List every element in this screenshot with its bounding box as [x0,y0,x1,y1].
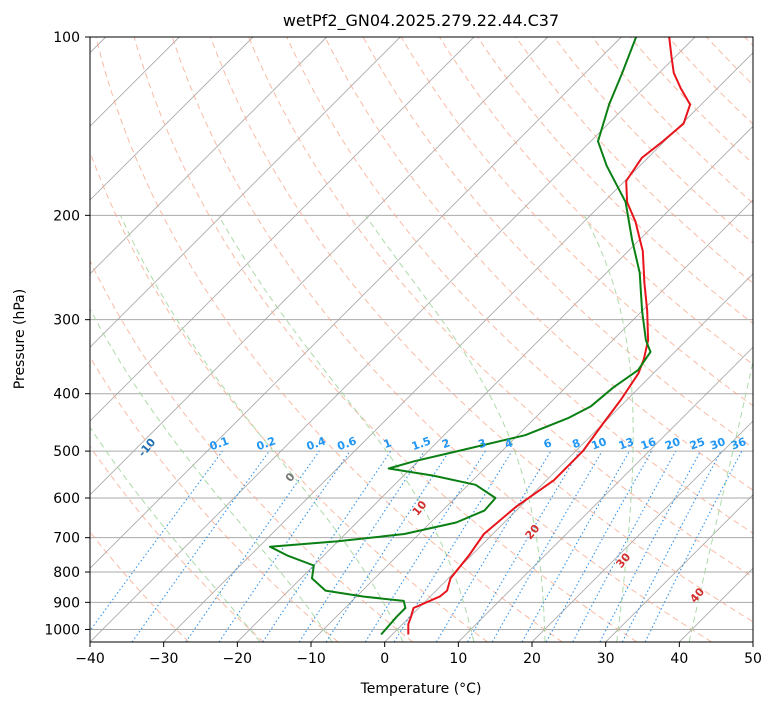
isotherm-line [457,346,753,642]
mixing-ratio-lines [90,450,743,642]
isotherm-line [90,37,475,422]
dry-adiabat-line [515,37,753,284]
mixing-ratio-line [298,450,425,642]
moist-adiabat-line [90,426,261,642]
dry-adiabat-line [591,37,753,204]
mixing-ratio-line [185,450,320,642]
moist-adiabat-lines [90,215,753,642]
isotherm-line [384,273,753,642]
x-tick-label: −10 [296,651,326,667]
x-tick-label: 10 [449,651,467,667]
mixing-ratio-label: 4 [503,436,515,451]
dry-adiabat-line [133,37,638,642]
moist-adiabat-line [218,215,475,642]
mixing-ratio-line [262,450,392,642]
dry-adiabat-line [362,37,753,449]
y-tick-label: 800 [53,565,80,581]
isotherm-line [90,37,549,496]
dry-adiabat-line [210,37,753,623]
y-tick-label: 300 [53,313,80,329]
mixing-ratio-line [325,450,450,642]
mixing-ratio-line [521,450,630,642]
x-tick-label: −20 [223,651,253,667]
isotherm-line [531,420,753,642]
mixing-ratio-label: 0.2 [255,434,278,453]
mixing-ratio-label: 10 [590,435,609,453]
mixing-ratio-line [545,450,653,642]
isotherm-line [90,37,328,275]
isotherm-line [90,37,401,348]
dry-adiabat-line [324,37,753,491]
dry-adiabat-line [90,445,264,642]
y-tick-label: 1000 [44,622,80,638]
x-tick-label: 0 [380,651,389,667]
mixing-ratio-line [393,450,513,642]
dry-adiabat-line [629,37,753,165]
isotherm-line [90,37,696,642]
mixing-ratio-label: 0.4 [305,434,328,453]
y-tick-label: 600 [53,491,80,507]
moist-adiabat-line [90,308,333,642]
mixing-ratio-label: 3 [476,436,488,451]
sounding-series [269,37,692,636]
y-tick-label: 700 [53,531,80,547]
isotherm-line [605,494,753,642]
x-axis-title: Temperature (°C) [360,681,482,697]
y-tick-label: 100 [53,30,80,46]
dry-adiabat-line [400,37,753,407]
moist-adiabat-line [583,215,634,642]
x-tick-label: 20 [523,651,541,667]
mixing-ratio-label: 36 [729,435,748,453]
y-tick-label: 400 [53,387,80,403]
moist-adiabat-line [120,215,404,642]
y-tick-label: 200 [53,208,80,224]
x-tick-label: −30 [149,651,179,667]
dry-adiabat-lines [90,37,753,642]
y-axis-title: Pressure (hPa) [12,289,28,389]
dewpoint-line [269,37,652,636]
mixing-ratio-label: 13 [617,435,636,452]
dry-adiabat-line [90,259,414,642]
mixing-ratio-label: 0.6 [336,434,359,453]
isotherm-line [90,37,622,569]
mixing-ratio-label: 25 [688,435,707,452]
plot-frame [89,36,754,643]
y-axis-ticks: 100 200 300 400 500 600 700 800 900 1000 [44,30,90,638]
mixing-ratio-line [572,450,677,642]
temperature-line [407,37,692,635]
mixing-ratio-line [644,450,743,642]
x-axis-ticks: −40 −30 −20 −10 0 10 20 30 40 50 [75,642,762,667]
mixing-ratio-line [218,450,351,642]
moist-adiabat-line [364,215,546,642]
mixing-ratio-label: 30 [708,435,727,453]
pressure-gridlines [90,37,753,630]
x-tick-label: 40 [670,651,688,667]
mixing-ratio-label: 1.5 [410,434,433,453]
mixing-ratio-label: 6 [542,436,554,451]
mixing-ratio-label: 2 [440,436,452,451]
x-tick-label: 30 [597,651,615,667]
mixing-ratio-line [131,450,270,642]
y-tick-label: 900 [53,595,80,611]
dry-adiabat-line [171,37,712,642]
dry-adiabat-line [477,37,753,325]
x-tick-label: 50 [744,651,762,667]
mixing-ratio-line [90,450,223,632]
mixing-ratio-label: 8 [570,436,582,451]
dry-adiabat-line [95,37,563,642]
x-tick-label: −40 [75,651,105,667]
chart-title: wetPf2_GN04.2025.279.22.44.C37 [283,11,559,31]
y-tick-label: 500 [53,444,80,460]
isotherm-lines [90,37,753,642]
dry-adiabat-line [248,37,753,578]
isotherm-line [90,37,254,201]
mixing-ratio-label: 1 [382,436,394,451]
plot-area: -100-90-80-70-60-50-40-30-20-100.10.20.4… [90,37,753,642]
mixing-ratio-label: 0.1 [208,434,231,453]
mixing-ratio-label: 16 [639,435,658,453]
mixing-ratio-label: 20 [663,435,682,453]
